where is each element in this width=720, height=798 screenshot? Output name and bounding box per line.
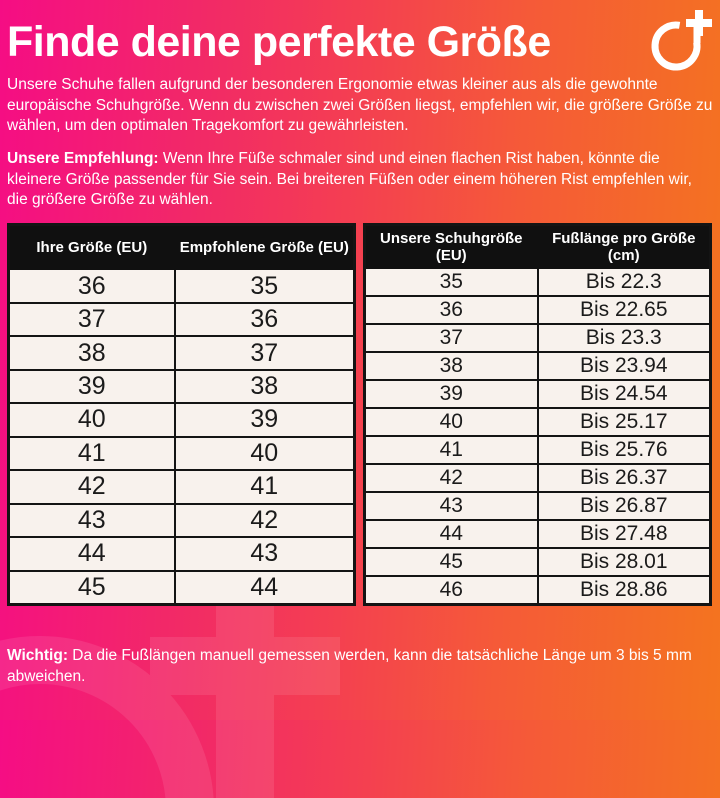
table-header-row: Ihre Größe (EU) Empfohlene Größe (EU) bbox=[7, 223, 356, 271]
table-row: 42 Bis 26.37 bbox=[363, 463, 712, 494]
table-cell: Bis 25.17 bbox=[536, 407, 712, 438]
column-header-foot-length: Fußlänge pro Größe (cm) bbox=[536, 223, 712, 270]
table-cell: 40 bbox=[363, 407, 539, 438]
table-cell: Bis 27.48 bbox=[536, 519, 712, 550]
table-cell: 35 bbox=[173, 268, 356, 304]
table-row: 43 42 bbox=[7, 502, 356, 539]
table-row: 42 41 bbox=[7, 469, 356, 505]
table-row: 36 35 bbox=[7, 268, 356, 304]
table-row: 37 Bis 23.3 bbox=[363, 323, 712, 354]
table-cell: 36 bbox=[363, 295, 539, 326]
table-cell: 41 bbox=[173, 469, 356, 505]
table-header-row: Unsere Schuhgröße (EU) Fußlänge pro Größ… bbox=[363, 223, 712, 270]
table-row: 35 Bis 22.3 bbox=[363, 267, 712, 298]
page-title: Finde deine perfekte Größe bbox=[7, 18, 551, 66]
table-row: 40 39 bbox=[7, 402, 356, 438]
important-note: Wichtig: Da die Fußlängen manuell gemess… bbox=[7, 646, 713, 688]
table-cell: 44 bbox=[363, 519, 539, 550]
table-cell: 39 bbox=[173, 402, 356, 438]
important-label: Wichtig: bbox=[7, 647, 68, 665]
table-row: 39 38 bbox=[7, 368, 356, 405]
table-cell: Bis 28.86 bbox=[536, 575, 712, 606]
table-cell: 40 bbox=[7, 402, 176, 438]
table-row: 45 Bis 28.01 bbox=[363, 547, 712, 578]
recommendation-text: Unsere Empfehlung: Wenn Ihre Füße schmal… bbox=[7, 149, 713, 211]
column-header-your-size: Ihre Größe (EU) bbox=[7, 223, 176, 271]
table-cell: 42 bbox=[363, 463, 539, 494]
table-row: 39 Bis 24.54 bbox=[363, 379, 712, 410]
table-cell: 44 bbox=[7, 536, 176, 572]
table-cell: Bis 23.94 bbox=[536, 351, 712, 382]
intro-text: Unsere Schuhe fallen aufgrund der besond… bbox=[7, 76, 713, 135]
recommendation-label: Unsere Empfehlung: bbox=[7, 149, 159, 167]
table-row: 37 36 bbox=[7, 301, 356, 338]
table-cell: 43 bbox=[7, 502, 176, 539]
table-row: 44 Bis 27.48 bbox=[363, 519, 712, 550]
table-cell: 43 bbox=[363, 491, 539, 522]
table-row: 41 Bis 25.76 bbox=[363, 435, 712, 466]
table-row: 45 44 bbox=[7, 569, 356, 606]
table-cell: Bis 25.76 bbox=[536, 435, 712, 466]
size-conversion-table: Ihre Größe (EU) Empfohlene Größe (EU) 36… bbox=[7, 222, 356, 607]
table-cell: Bis 28.01 bbox=[536, 547, 712, 578]
table-cell: Bis 26.87 bbox=[536, 491, 712, 522]
table-cell: 46 bbox=[363, 575, 539, 606]
table-cell: 45 bbox=[7, 569, 176, 606]
table-row: 38 37 bbox=[7, 335, 356, 371]
table-row: 44 43 bbox=[7, 536, 356, 572]
column-header-shoe-size: Unsere Schuhgröße (EU) bbox=[363, 223, 539, 270]
table-row: 43 Bis 26.87 bbox=[363, 491, 712, 522]
size-tables: Ihre Größe (EU) Empfohlene Größe (EU) 36… bbox=[7, 222, 713, 607]
circle-plus-logo-icon bbox=[651, 10, 712, 71]
table-cell: 41 bbox=[363, 435, 539, 466]
table-cell: Bis 26.37 bbox=[536, 463, 712, 494]
table-cell: 36 bbox=[173, 301, 356, 338]
table-row: 38 Bis 23.94 bbox=[363, 351, 712, 382]
table-cell: 42 bbox=[173, 502, 356, 539]
table-row: 40 Bis 25.17 bbox=[363, 407, 712, 438]
table-cell: 36 bbox=[7, 268, 176, 304]
table-row: 46 Bis 28.86 bbox=[363, 575, 712, 606]
table-cell: 37 bbox=[7, 301, 176, 338]
table-cell: 39 bbox=[7, 368, 176, 405]
table-cell: 44 bbox=[173, 569, 356, 606]
table-cell: Bis 22.65 bbox=[536, 295, 712, 326]
foot-length-table: Unsere Schuhgröße (EU) Fußlänge pro Größ… bbox=[363, 222, 712, 607]
table-cell: 39 bbox=[363, 379, 539, 410]
table-cell: 41 bbox=[7, 435, 176, 472]
important-body: Da die Fußlängen manuell gemessen werden… bbox=[7, 647, 692, 686]
table-cell: 38 bbox=[363, 351, 539, 382]
recommendation-body: Wenn Ihre Füße schmaler sind und einen f… bbox=[7, 149, 692, 209]
table-cell: Bis 24.54 bbox=[536, 379, 712, 410]
table-cell: Bis 23.3 bbox=[536, 323, 712, 354]
table-cell: 40 bbox=[173, 435, 356, 472]
table-cell: 38 bbox=[173, 368, 356, 405]
table-cell: 45 bbox=[363, 547, 539, 578]
table-row: 41 40 bbox=[7, 435, 356, 472]
table-cell: 38 bbox=[7, 335, 176, 371]
table-cell: 42 bbox=[7, 469, 176, 505]
table-cell: 43 bbox=[173, 536, 356, 572]
size-guide-page: Finde deine perfekte Größe Unsere Schuhe… bbox=[7, 18, 713, 688]
table-cell: 37 bbox=[363, 323, 539, 354]
table-cell: 37 bbox=[173, 335, 356, 371]
column-header-recommended-size: Empfohlene Größe (EU) bbox=[173, 223, 356, 271]
table-cell: 35 bbox=[363, 267, 539, 298]
table-row: 36 Bis 22.65 bbox=[363, 295, 712, 326]
table-cell: Bis 22.3 bbox=[536, 267, 712, 298]
